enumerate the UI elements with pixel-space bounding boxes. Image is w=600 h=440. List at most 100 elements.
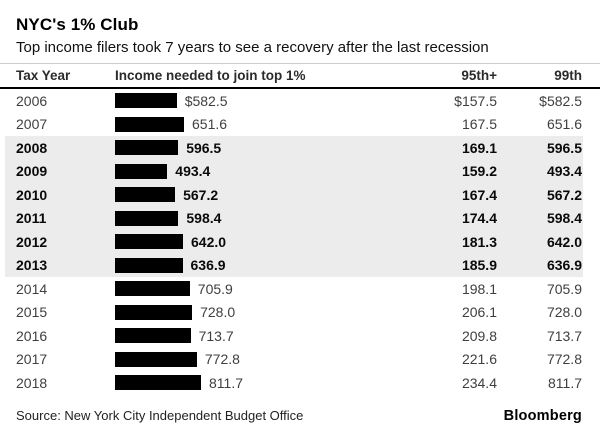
p95-value: 209.8 [461,327,497,344]
p95-value: 185.9 [461,257,497,274]
income-value-label: 493.4 [175,163,211,180]
table-row: 2016 713.7 209.8 713.7 [0,324,600,348]
income-value-label: 598.4 [186,210,222,227]
income-bar [115,281,190,297]
income-bar [115,140,179,156]
tax-year-label: 2016 [16,327,48,344]
p95-value: 181.3 [461,233,497,250]
tax-year-label: 2014 [16,280,48,297]
income-value-label: 772.8 [204,351,240,368]
income-bar [115,93,177,109]
income-value-label: 728.0 [200,304,236,321]
table-row: 2006 $582.5 $157.5 $582.5 [0,89,600,113]
p95-value: 206.1 [461,304,497,321]
income-bar-cell: 772.8 [115,351,417,367]
table-row: 2009 493.4 159.2 493.4 [0,159,600,184]
table-body: 2006 $582.5 $157.5 $582.5 2007 651.6 167… [0,89,600,395]
income-bar-cell: $582.5 [115,93,417,109]
income-bar-cell: 651.6 [115,116,417,132]
income-bar [115,351,197,367]
tax-year-label: 2006 [16,92,48,109]
tax-year-label: 2010 [16,186,48,203]
p99-value: 713.7 [546,327,582,344]
income-bar [115,304,193,320]
table-row: 2018 811.7 234.4 811.7 [0,371,600,395]
table-row: 2007 651.6 167.5 651.6 [0,113,600,137]
income-bar [115,210,179,226]
income-bar [115,257,183,273]
p99-value: 642.0 [546,233,582,250]
income-value-label: 567.2 [183,186,219,203]
income-bar-cell: 811.7 [115,375,417,391]
column-header-95th: 95th+ [461,68,497,83]
chart-title: NYC's 1% Club [16,15,139,34]
income-bar-cell: 596.5 [115,140,417,156]
table-row: 2011 598.4 174.4 598.4 [0,206,600,231]
table-row: 2017 772.8 221.6 772.8 [0,348,600,372]
income-bar [115,116,184,132]
tax-year-label: 2008 [16,139,48,156]
p99-value: $582.5 [539,92,582,109]
income-bar [115,328,191,344]
p99-value: 728.0 [546,304,582,321]
tax-year-label: 2007 [16,116,48,133]
p99-value: 493.4 [546,163,582,180]
chart-subtitle: Top income filers took 7 years to see a … [16,39,489,56]
income-bar-cell: 493.4 [115,163,417,179]
p95-value: 169.1 [461,139,497,156]
p95-value: 221.6 [461,351,497,368]
column-header-tax-year: Tax Year [16,68,71,83]
p99-value: 811.7 [548,374,582,391]
chart-footer: Source: New York City Independent Budget… [0,408,600,424]
source-credit: Source: New York City Independent Budget… [16,407,304,423]
income-bar-cell: 642.0 [115,234,417,250]
income-bar-cell: 636.9 [115,257,417,273]
p99-value: 598.4 [546,210,582,227]
income-bar-cell: 598.4 [115,210,417,226]
income-value-label: 642.0 [191,233,227,250]
tax-year-label: 2015 [16,304,48,321]
tax-year-label: 2017 [16,351,48,368]
income-value-label: 705.9 [197,280,233,297]
p95-value: 234.4 [461,374,497,391]
income-bar [115,375,201,391]
income-bar [115,187,176,203]
tax-year-label: 2012 [16,233,48,250]
income-bar-cell: 567.2 [115,187,417,203]
income-bar-cell: 728.0 [115,304,417,320]
p99-value: 705.9 [546,280,582,297]
income-value-label: 636.9 [190,257,226,274]
bloomberg-logo: Bloomberg [503,407,582,424]
table-row: 2014 705.9 198.1 705.9 [0,277,600,301]
p95-value: 174.4 [461,210,497,227]
table-row: 2013 636.9 185.9 636.9 [0,253,600,278]
income-bar [115,163,168,179]
tax-year-label: 2018 [16,374,48,391]
tax-year-label: 2009 [16,163,48,180]
income-value-label: 713.7 [198,327,234,344]
income-value-label: 811.7 [209,374,243,391]
p95-value: 198.1 [461,280,497,297]
p95-value: 167.5 [461,116,497,133]
p99-value: 636.9 [546,257,582,274]
table-row: 2015 728.0 206.1 728.0 [0,301,600,325]
income-bar [115,234,183,250]
table-header: Tax Year Income needed to join top 1% 95… [0,63,600,89]
income-value-label: $582.5 [184,92,228,109]
p99-value: 651.6 [546,116,582,133]
p99-value: 567.2 [546,186,582,203]
income-value-label: 651.6 [192,116,228,133]
income-bar-cell: 713.7 [115,328,417,344]
table-row: 2010 567.2 167.4 567.2 [0,183,600,207]
p95-value: 167.4 [461,186,497,203]
tax-year-label: 2013 [16,257,48,274]
income-value-label: 596.5 [186,139,222,156]
column-header-income: Income needed to join top 1% [115,68,306,83]
p99-value: 596.5 [546,139,582,156]
tax-year-label: 2011 [16,210,47,227]
table-row: 2012 642.0 181.3 642.0 [0,230,600,254]
p99-value: 772.8 [546,351,582,368]
p95-value: $157.5 [454,92,497,109]
p95-value: 159.2 [461,163,497,180]
